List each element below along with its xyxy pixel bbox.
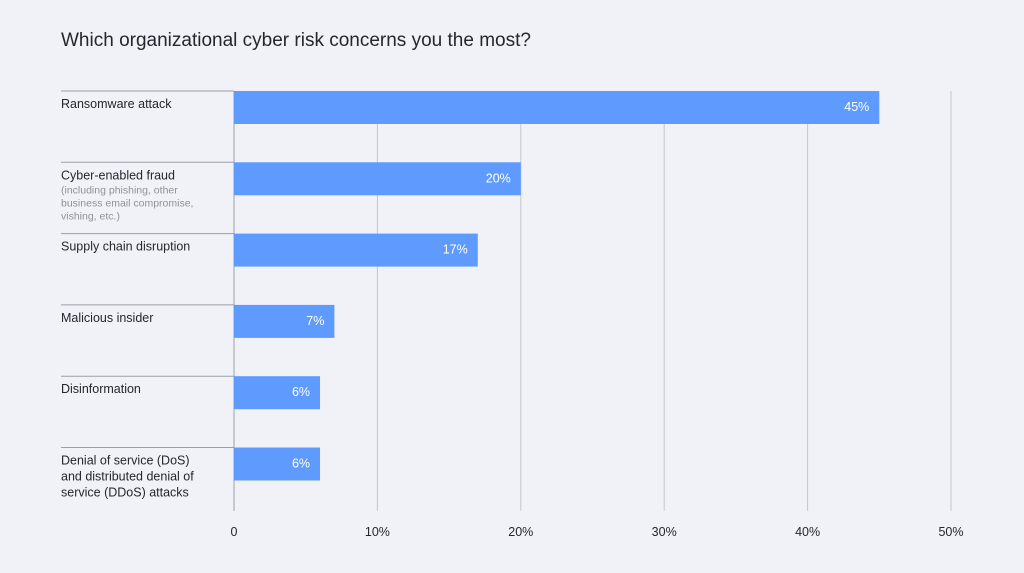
data-label: 6% xyxy=(292,457,310,471)
grid-lines xyxy=(61,90,952,511)
category-label: Disinformation xyxy=(61,382,141,396)
category-label: Supply chain disruption xyxy=(61,240,190,254)
category-label: Denial of service (DoS) xyxy=(61,454,190,468)
bar xyxy=(234,376,321,410)
category-note: vishing, etc.) xyxy=(61,210,120,222)
data-label: 45% xyxy=(844,100,869,114)
category-label: and distributed denial of xyxy=(61,470,194,484)
category-label: service (DDoS) attacks xyxy=(61,486,189,500)
category-label: Malicious insider xyxy=(61,311,153,325)
category-note: business email compromise, xyxy=(61,197,193,209)
x-tick-label: 30% xyxy=(652,525,677,539)
x-tick-label: 40% xyxy=(795,525,820,539)
data-label: 7% xyxy=(306,314,324,328)
chart-title: Which organizational cyber risk concerns… xyxy=(61,30,531,51)
x-tick-label: 50% xyxy=(938,525,963,539)
data-label: 17% xyxy=(443,243,468,257)
category-note: (including phishing, other xyxy=(61,184,178,196)
bar xyxy=(234,91,880,124)
x-tick-label: 10% xyxy=(365,525,390,539)
x-axis-ticks: 0 10% 20% 30% 40% 50% xyxy=(231,525,964,539)
category-label: Cyber-enabled fraud xyxy=(61,168,175,182)
category-label: Ransomware attack xyxy=(61,97,172,111)
data-label: 20% xyxy=(486,171,511,185)
x-tick-label: 0 xyxy=(231,525,238,539)
data-label: 6% xyxy=(292,385,310,399)
bar xyxy=(234,304,335,338)
bars: 45% 20% 17% 7% 6% 6% xyxy=(234,91,880,481)
bar xyxy=(234,447,321,481)
x-tick-label: 20% xyxy=(508,525,533,539)
category-labels: Ransomware attack Cyber-enabled fraud (inc… xyxy=(61,97,194,500)
bar xyxy=(234,162,521,196)
bar xyxy=(234,233,478,267)
